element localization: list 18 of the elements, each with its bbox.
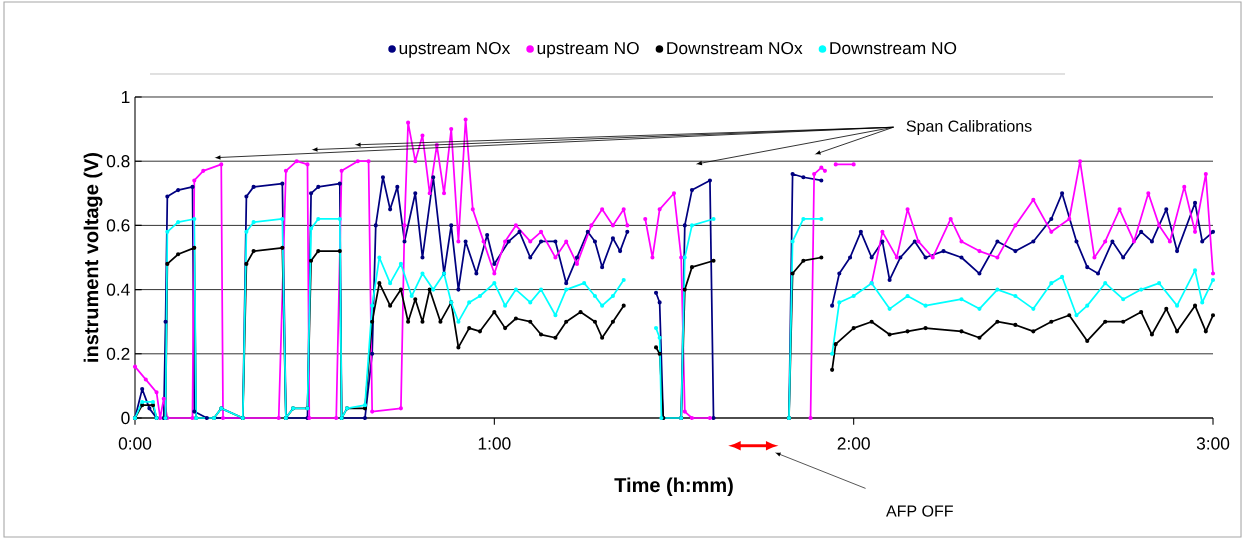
legend-label: upstream NO xyxy=(537,41,639,58)
y-axis-title: instrument voltage (V) xyxy=(83,152,103,362)
y-tick-label: 0 xyxy=(121,411,130,425)
y-tick-label: 0.8 xyxy=(106,155,130,168)
y-tick-label: 0.2 xyxy=(106,347,130,360)
x-axis-title: Time (h:mm) xyxy=(614,477,733,497)
x-tick-label: 1:00 xyxy=(478,437,511,450)
y-tick-label: 0.6 xyxy=(106,219,130,232)
x-tick-label: 2:00 xyxy=(837,437,870,450)
x-tick-label: 0:00 xyxy=(118,437,152,450)
annotation: Span Calibrations xyxy=(906,120,1032,135)
x-tick-label: 3:00 xyxy=(1196,437,1230,450)
y-tick-label: 1 xyxy=(121,91,130,103)
y-tick-label: 0.4 xyxy=(106,283,130,296)
legend-label: Downstream NOx xyxy=(667,41,803,55)
text: AFP OFF xyxy=(886,505,953,517)
legend-label: upstream NOx xyxy=(399,41,511,58)
legend-label: Downstream NO xyxy=(830,41,957,55)
